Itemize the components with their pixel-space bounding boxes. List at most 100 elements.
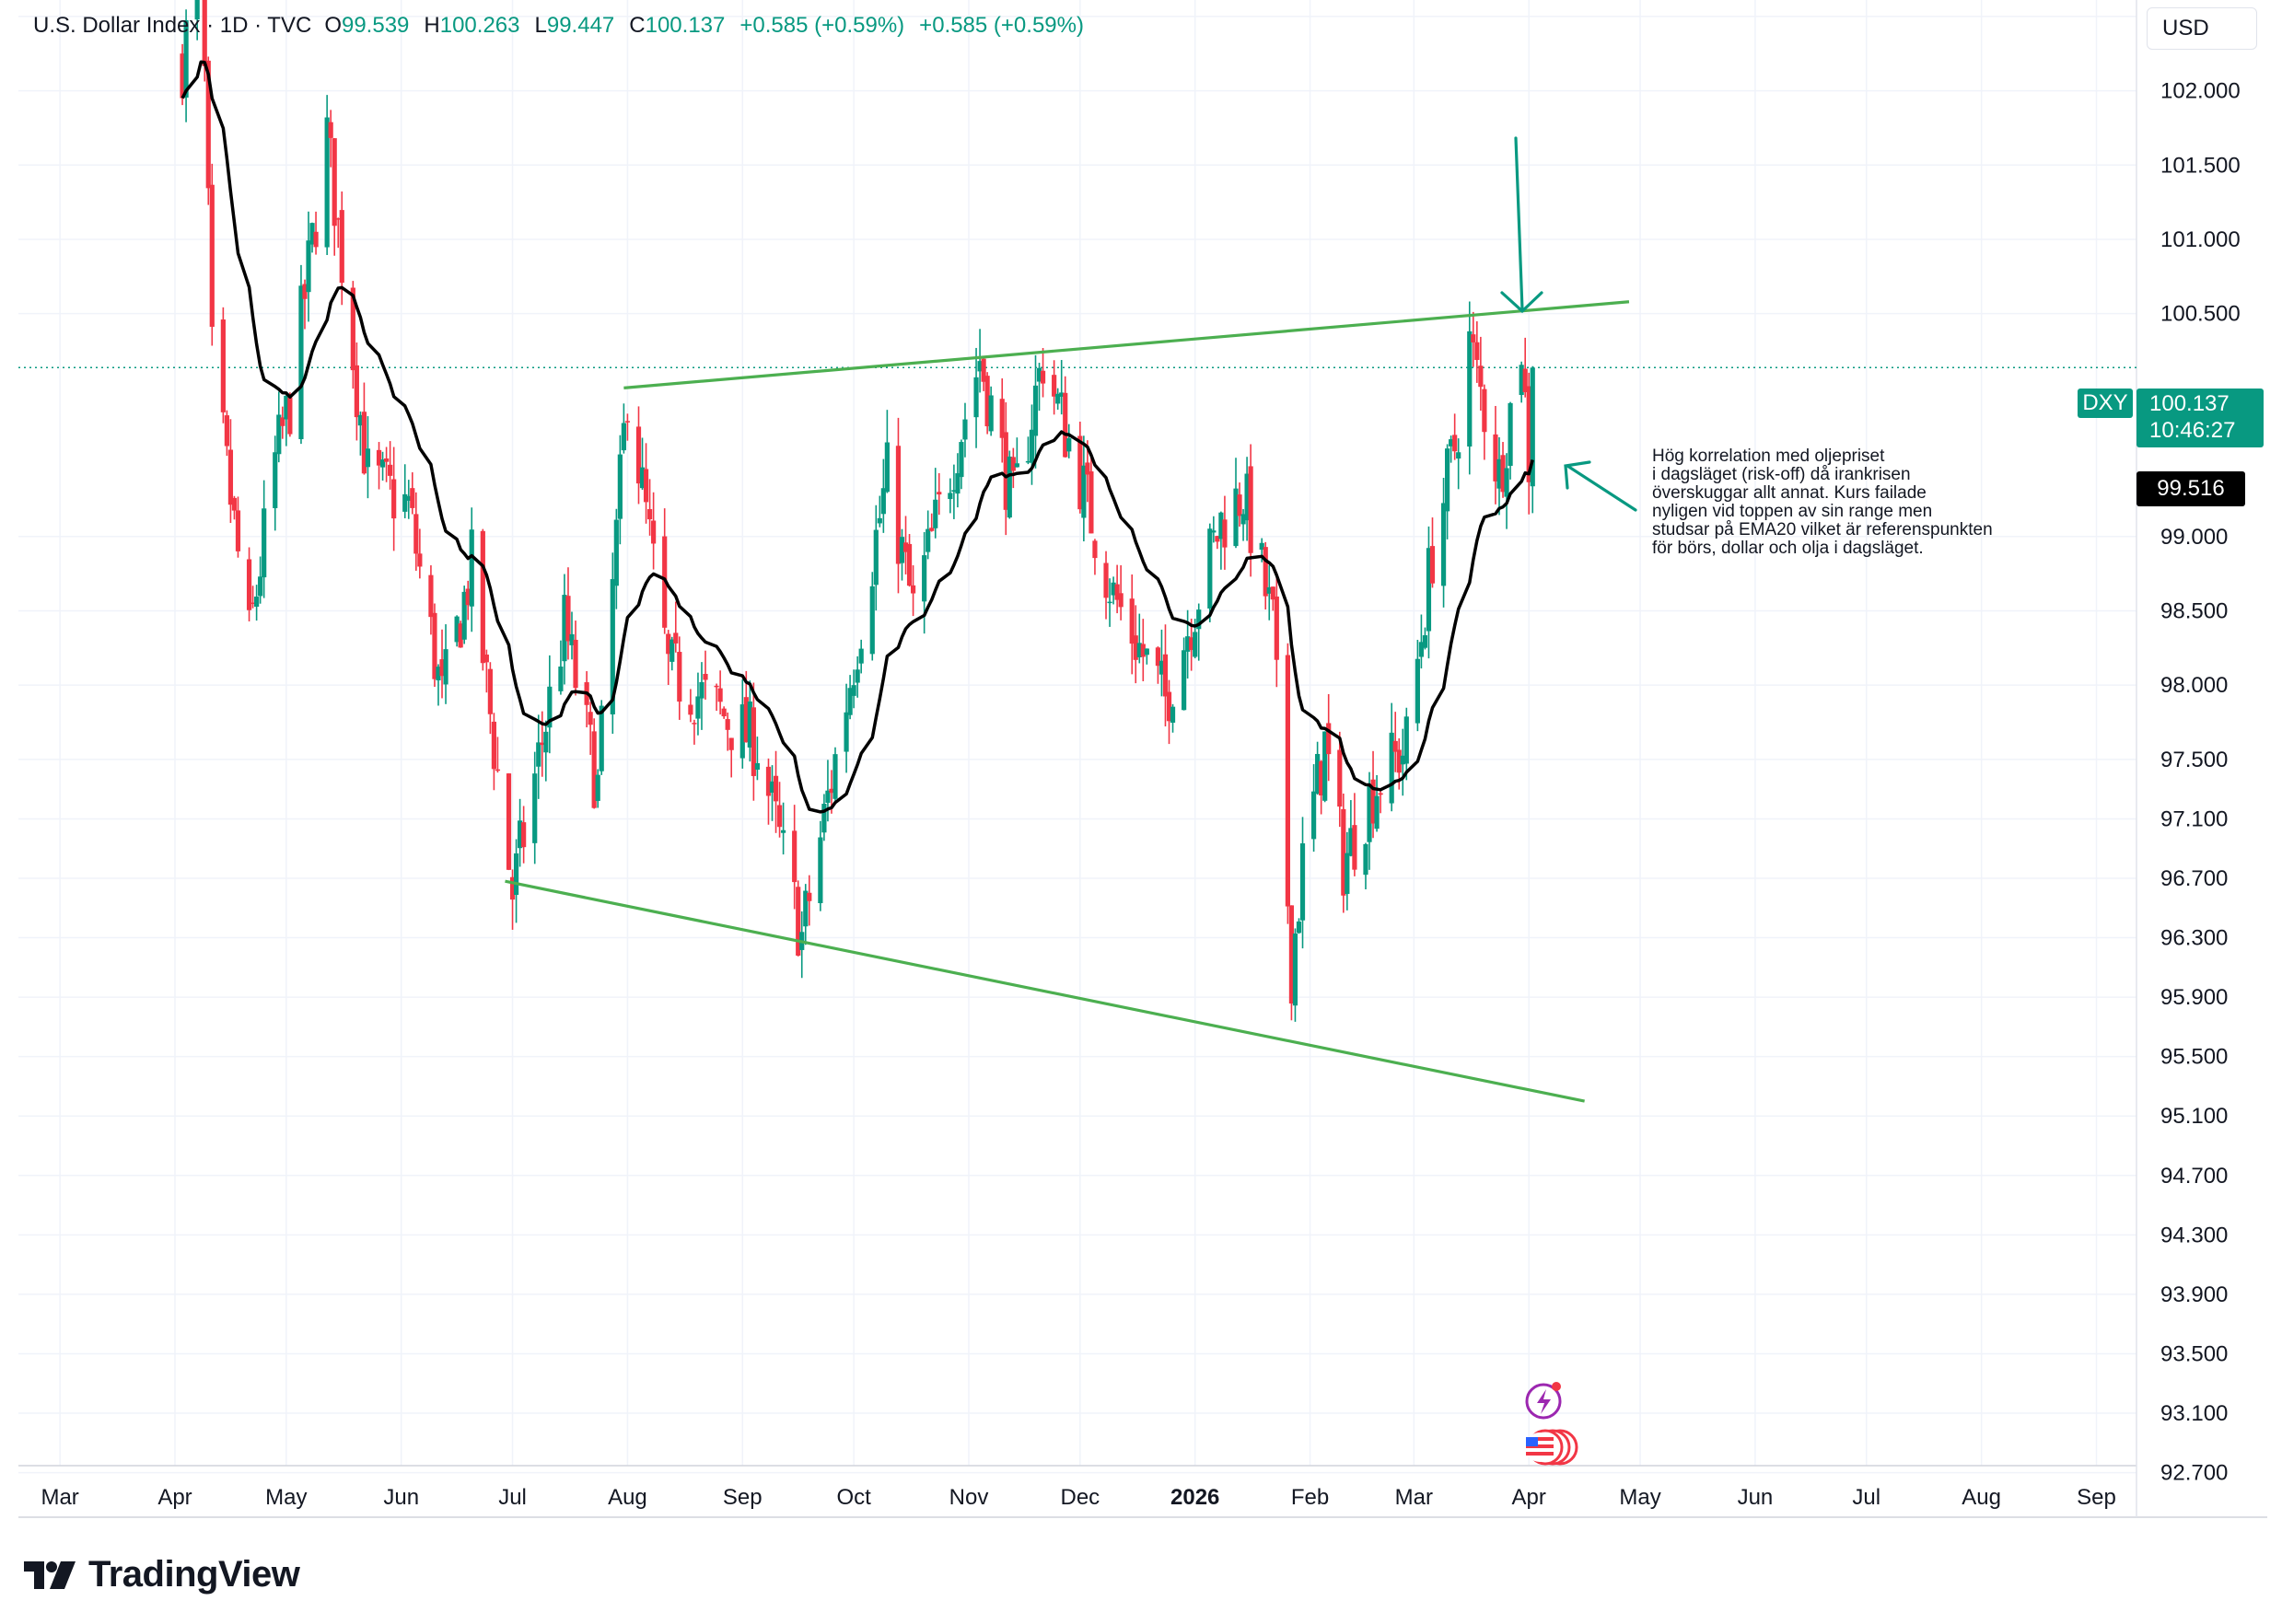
candle-body-up bbox=[1244, 473, 1250, 521]
candle-body-down bbox=[209, 184, 215, 327]
annotation-line: överskuggar allt annat. Kurs failade bbox=[1652, 483, 1927, 503]
candle-body-down bbox=[332, 138, 337, 226]
candle-body-down bbox=[624, 421, 631, 423]
candle-body-up bbox=[695, 696, 701, 719]
candle-body-down bbox=[1274, 596, 1279, 660]
candle-body-up bbox=[844, 712, 849, 752]
candle-body-down bbox=[1337, 749, 1343, 807]
candle-body-down bbox=[413, 514, 419, 554]
candle-body-up bbox=[1240, 514, 1246, 525]
candle-body-up bbox=[873, 529, 879, 586]
candle-body-down bbox=[417, 553, 423, 567]
candle-body-down bbox=[495, 769, 501, 771]
annotation-line: för börs, dollar och olja i dagsläget. bbox=[1652, 539, 1924, 558]
candle-body-up bbox=[825, 790, 831, 804]
chart-annotation-note[interactable]: Hög korrelation med oljepriset i dagsläg… bbox=[1652, 447, 2085, 558]
candle-body-up bbox=[518, 820, 523, 849]
candle-body-up bbox=[847, 688, 853, 715]
candle-body-down bbox=[509, 876, 516, 900]
flash-event-icon[interactable] bbox=[1525, 1382, 1562, 1420]
candle-body-down bbox=[1392, 740, 1398, 752]
down-arrow-icon[interactable] bbox=[1500, 136, 1543, 314]
change-value-2: +0.585 (+0.59%) bbox=[919, 13, 1084, 38]
candle-body-down bbox=[487, 668, 493, 714]
candle-body-up bbox=[262, 508, 267, 578]
price-tick-label: 93.900 bbox=[2160, 1282, 2228, 1307]
time-axis[interactable]: Mar Apr May Jun Jul Aug Sep Oct Nov Dec 2026 Feb Mar… bbox=[41, 1485, 2115, 1510]
tradingview-logo[interactable]: TradingView bbox=[24, 1554, 300, 1595]
candle-body-down bbox=[1471, 334, 1476, 342]
candle-body-up bbox=[1014, 463, 1019, 468]
candle-body-up bbox=[933, 499, 938, 528]
candle-body-up bbox=[977, 361, 983, 372]
candle-body-down bbox=[313, 231, 319, 248]
candle-body-up bbox=[1363, 843, 1368, 876]
candle-body-down bbox=[999, 399, 1005, 438]
candle-body-up bbox=[1211, 530, 1217, 533]
candle-body-down bbox=[651, 520, 657, 544]
candle-body-up bbox=[1315, 753, 1321, 795]
candle-body-down bbox=[224, 415, 229, 447]
candle-body-down bbox=[829, 788, 834, 794]
time-tick-label: Apr bbox=[1512, 1485, 1546, 1510]
symbol-legend[interactable]: U.S. Dollar Index · 1D · TVC O 99.539 H … bbox=[33, 13, 1099, 39]
candle-body-up bbox=[1345, 853, 1350, 894]
candle-body-up bbox=[1322, 731, 1328, 801]
candle-body-down bbox=[388, 464, 393, 476]
candle-body-up bbox=[955, 473, 961, 494]
symbol-title[interactable]: U.S. Dollar Index · 1D · TVC bbox=[33, 13, 312, 38]
candle-body-down bbox=[1452, 435, 1458, 452]
candle-body-up bbox=[1403, 716, 1409, 764]
candle-body-up bbox=[1066, 438, 1072, 452]
candle-body-up bbox=[254, 597, 260, 608]
price-tick-label: 100.500 bbox=[2160, 302, 2241, 327]
us-flag-event-icon[interactable] bbox=[1525, 1429, 1578, 1466]
bar-countdown: 10:46:27 bbox=[2149, 418, 2236, 443]
candle-body-up bbox=[1440, 503, 1447, 586]
time-tick-label: Sep bbox=[2077, 1485, 2116, 1510]
time-tick-label: Apr bbox=[157, 1485, 192, 1510]
candle-body-up bbox=[547, 686, 553, 728]
price-tick-label: 95.500 bbox=[2160, 1045, 2228, 1070]
candle-body-down bbox=[751, 707, 756, 776]
candle-body-down bbox=[591, 731, 597, 808]
candle-body-down bbox=[677, 652, 682, 702]
candle-body-down bbox=[743, 697, 749, 743]
candle-body-up bbox=[948, 493, 953, 500]
candle-body-up bbox=[1400, 755, 1405, 765]
left-arrow-icon[interactable] bbox=[1564, 460, 1637, 512]
candle-body-down bbox=[692, 723, 697, 725]
candle-body-up bbox=[832, 754, 838, 799]
candle-body-down bbox=[1189, 637, 1194, 651]
candle-body-up bbox=[621, 423, 626, 451]
candle-body-up bbox=[402, 493, 408, 512]
candle-body-down bbox=[773, 775, 779, 802]
candle-body-down bbox=[895, 446, 902, 564]
candle-body-down bbox=[776, 805, 783, 828]
candle-body-down bbox=[929, 528, 935, 531]
candle-body-down bbox=[1396, 749, 1402, 773]
ema20-line bbox=[180, 60, 1534, 814]
candle-body-down bbox=[1370, 779, 1376, 824]
resistance-trendline[interactable] bbox=[623, 300, 1630, 389]
candle-body-up bbox=[1029, 429, 1035, 463]
candle-body-up bbox=[513, 853, 519, 896]
candle-body-down bbox=[1474, 342, 1480, 360]
price-tick-label: 98.000 bbox=[2160, 673, 2228, 698]
candle-body-up bbox=[1374, 795, 1380, 829]
candle-body-down bbox=[1003, 432, 1008, 510]
candle-body-down bbox=[666, 633, 671, 655]
currency-button[interactable]: USD bbox=[2147, 7, 2257, 50]
candle-body-down bbox=[287, 397, 293, 435]
candle-body-up bbox=[461, 591, 467, 640]
annotation-line: studsar på EMA20 vilket är referenspunkt… bbox=[1652, 520, 1993, 539]
candle-body-down bbox=[1089, 471, 1094, 534]
candle-body-up bbox=[1519, 365, 1524, 396]
candle-body-down bbox=[1166, 691, 1172, 722]
price-tick-label: 101.000 bbox=[2160, 227, 2241, 252]
price-axis[interactable]: 102.500102.000101.500101.000100.50099.00… bbox=[2160, 5, 2241, 1486]
annotation-line: nyligen vid toppen av sin range men bbox=[1652, 502, 1933, 521]
candle-body-up bbox=[1445, 448, 1450, 512]
support-trendline[interactable] bbox=[505, 879, 1585, 1103]
